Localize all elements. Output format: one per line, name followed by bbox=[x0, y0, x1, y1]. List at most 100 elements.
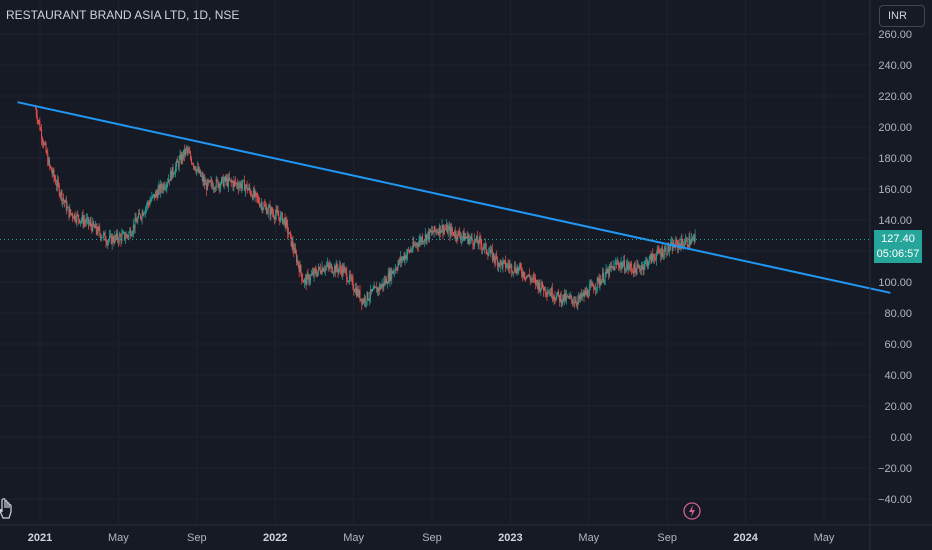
candle-body bbox=[414, 244, 416, 246]
candle-body bbox=[522, 271, 524, 277]
candle-body bbox=[602, 273, 604, 283]
candle-body bbox=[141, 212, 143, 219]
candle-body bbox=[67, 206, 69, 208]
y-tick-label: 260.00 bbox=[878, 29, 912, 41]
candle-body bbox=[309, 280, 311, 282]
candle-body bbox=[646, 260, 648, 262]
candle-body bbox=[270, 207, 272, 216]
candle-body bbox=[192, 164, 194, 167]
candle-body bbox=[635, 268, 637, 275]
candle-body bbox=[426, 234, 428, 242]
candle-body bbox=[416, 243, 417, 246]
candle-body bbox=[376, 287, 378, 293]
candle-body bbox=[393, 271, 394, 274]
x-tick-label: May bbox=[814, 532, 835, 544]
candle-body bbox=[170, 171, 172, 180]
candle-body bbox=[188, 150, 190, 153]
candle-body bbox=[157, 189, 159, 198]
candle-body bbox=[224, 176, 226, 181]
y-tick-label: 180.00 bbox=[878, 153, 912, 165]
candle-body bbox=[248, 187, 250, 190]
candle-body bbox=[326, 263, 328, 266]
hand-icon[interactable] bbox=[0, 498, 12, 522]
candle-body bbox=[438, 225, 440, 235]
lightning-icon[interactable] bbox=[683, 502, 701, 520]
candle-body bbox=[252, 189, 254, 200]
currency-button[interactable]: INR bbox=[879, 5, 925, 27]
candle-body bbox=[625, 270, 626, 272]
candle-body bbox=[353, 288, 355, 291]
candle-body bbox=[53, 170, 55, 178]
candle-body bbox=[127, 235, 129, 237]
candle-body bbox=[603, 280, 605, 283]
candle-body bbox=[482, 247, 484, 249]
candle-body bbox=[419, 238, 421, 242]
candle-body bbox=[310, 275, 312, 281]
candle-body bbox=[514, 265, 516, 272]
candle-body bbox=[275, 210, 277, 215]
candle-body bbox=[102, 233, 104, 238]
candle-body bbox=[164, 187, 166, 189]
candle-body bbox=[225, 176, 227, 182]
candle-body bbox=[341, 266, 343, 275]
candle-body bbox=[290, 234, 292, 246]
candle-body bbox=[292, 241, 294, 249]
candle-body bbox=[99, 228, 101, 234]
candle-body bbox=[365, 302, 367, 304]
y-tick-label: 160.00 bbox=[878, 184, 912, 196]
candle-body bbox=[165, 187, 167, 189]
candle-body bbox=[243, 180, 245, 182]
candle-body bbox=[573, 302, 575, 304]
candle-body bbox=[42, 139, 43, 143]
candle-body bbox=[50, 167, 52, 172]
candle-body bbox=[317, 271, 319, 276]
candle-body bbox=[675, 240, 677, 248]
candle-body bbox=[36, 114, 38, 121]
candle-body bbox=[301, 272, 303, 280]
candle-body bbox=[91, 226, 93, 232]
candle-body bbox=[300, 265, 302, 273]
candle-body bbox=[334, 266, 336, 273]
candle-body bbox=[256, 193, 258, 197]
candle-body bbox=[74, 213, 76, 221]
candle-body bbox=[337, 268, 339, 273]
candle-body bbox=[610, 266, 612, 268]
candle-body bbox=[532, 276, 534, 280]
candle-body bbox=[186, 148, 188, 152]
candle-body bbox=[412, 242, 414, 250]
candle-body bbox=[181, 154, 183, 163]
candle-body bbox=[649, 254, 651, 258]
candle-body bbox=[359, 290, 361, 301]
candle-body bbox=[654, 256, 656, 260]
candle-body bbox=[100, 233, 102, 239]
candle-body bbox=[685, 238, 687, 240]
candle-body bbox=[351, 277, 353, 280]
candle-body bbox=[377, 287, 379, 293]
candle-body bbox=[598, 278, 600, 285]
candle-body bbox=[421, 237, 423, 242]
candle-body bbox=[651, 253, 653, 263]
candle-body bbox=[512, 272, 514, 273]
candle-body bbox=[423, 239, 425, 242]
candle-body bbox=[444, 229, 446, 230]
candle-body bbox=[115, 235, 117, 238]
candle-body bbox=[218, 183, 220, 188]
candle-body bbox=[408, 250, 410, 252]
candle-body bbox=[209, 180, 211, 182]
x-tick-label: 2021 bbox=[28, 532, 52, 544]
candle-body bbox=[404, 255, 406, 261]
candle-body bbox=[364, 297, 366, 303]
candle-body bbox=[363, 300, 364, 303]
candle-body bbox=[357, 289, 359, 297]
candle-body bbox=[124, 237, 126, 240]
candle-body bbox=[427, 231, 429, 235]
candle-body bbox=[220, 183, 222, 189]
candle-body bbox=[139, 213, 140, 215]
candle-body bbox=[585, 291, 587, 295]
candle-body bbox=[507, 264, 509, 266]
candle-body bbox=[684, 244, 686, 246]
candle-body bbox=[344, 268, 346, 270]
candle-body bbox=[663, 249, 665, 256]
candle-body bbox=[495, 255, 497, 262]
